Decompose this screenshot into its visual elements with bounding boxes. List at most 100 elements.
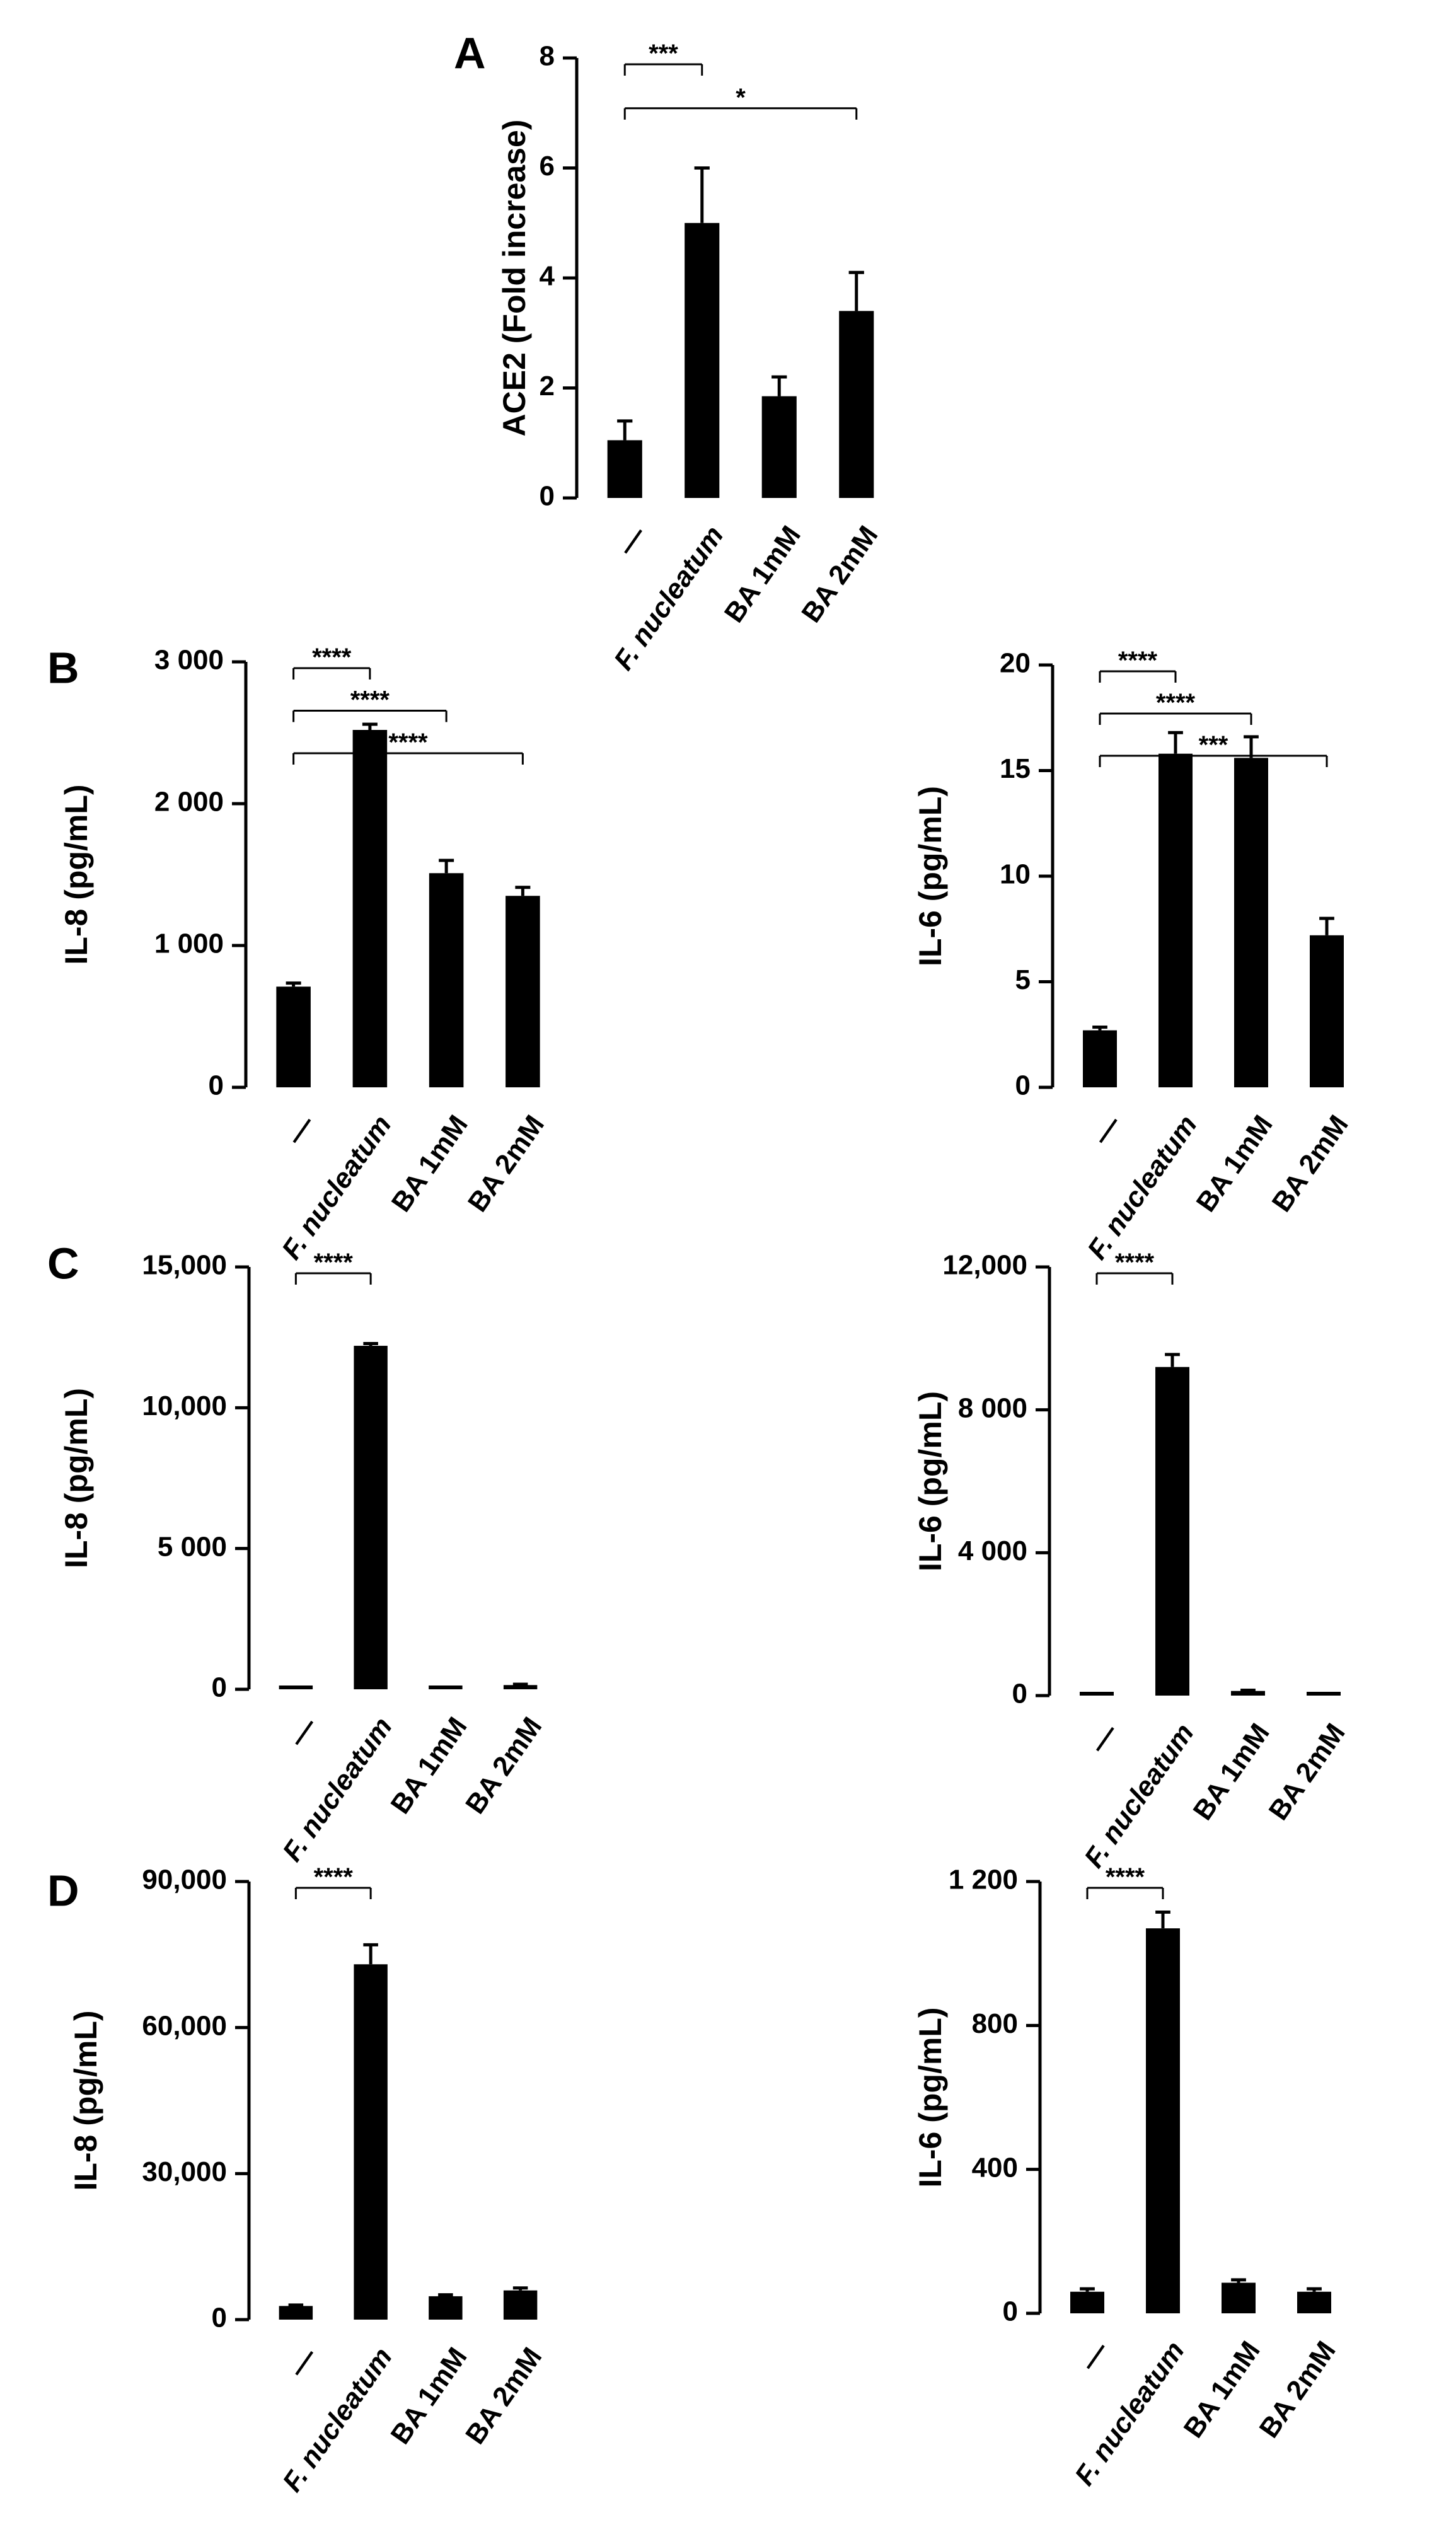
significance-label: **** [388,729,428,756]
y-tick-label: 8 000 [958,1392,1027,1423]
bar [279,2306,313,2320]
bar [1158,753,1193,1087]
x-category-label: BA 2mM [1266,1110,1355,1218]
bar [506,896,540,1087]
panel-letter: B [47,643,79,692]
bar [1310,935,1344,1087]
bar [1307,1692,1341,1696]
y-tick-label: 3 000 [154,645,224,676]
significance-label: *** [1199,731,1228,759]
y-tick-label: 0 [209,1070,224,1101]
y-tick-label: 4 [540,261,555,292]
significance-label: **** [312,644,352,671]
bar [429,873,464,1087]
significance-bracket: **** [1095,1249,1174,1285]
x-category-label: BA 1mM [384,1712,473,1820]
y-axis-label: IL-8 (pg/mL) [59,1388,94,1568]
x-category-label: BA 1mM [1191,1110,1279,1218]
bar [279,1686,313,1689]
significance-bracket: * [623,84,858,120]
y-axis-label: IL-6 (pg/mL) [913,786,948,966]
bar [685,223,720,498]
y-tick-label: 400 [972,2152,1018,2183]
significance-bracket: *** [623,40,703,76]
bar [839,311,874,498]
bar [503,2290,538,2320]
x-category-label: BA 1mM [1187,1718,1276,1826]
y-tick-label: 0 [212,1672,227,1703]
x-category-label: — [611,521,652,561]
significance-label: *** [649,40,678,67]
significance-bracket: **** [1099,689,1252,725]
bar [276,986,311,1087]
y-tick-label: 10,000 [142,1391,227,1421]
x-category-label: BA 1mM [719,521,807,628]
y-tick-label: 2 [540,371,555,402]
y-axis-label: IL-8 (pg/mL) [59,784,94,964]
y-tick-label: 0 [212,2303,227,2333]
y-axis-label: IL-8 (pg/mL) [68,2010,103,2190]
bar [503,1685,538,1689]
y-tick-label: 0 [540,481,555,512]
y-tick-label: 2 000 [154,787,224,818]
x-category-label: — [1073,2336,1114,2376]
y-tick-label: 0 [1015,1070,1031,1101]
y-tick-label: 0 [1012,1679,1027,1709]
significance-bracket: **** [292,729,524,765]
panel-letter: D [47,1866,79,1915]
bar [1231,1691,1265,1696]
y-tick-label: 15,000 [142,1250,227,1281]
significance-bracket: **** [292,686,448,722]
x-category-label: BA 1mM [1178,2336,1266,2444]
x-category-label: — [280,1110,321,1150]
x-category-label: — [282,1712,323,1752]
x-category-label: — [1083,1718,1124,1759]
significance-label: **** [1118,647,1158,674]
x-category-label: BA 2mM [462,1110,550,1218]
y-tick-label: 12,000 [942,1250,1027,1281]
bar [1083,1030,1117,1087]
significance-bracket: **** [1086,1863,1164,1899]
significance-label: **** [1156,689,1196,717]
y-tick-label: 30,000 [142,2156,227,2187]
x-category-label: BA 2mM [795,521,884,628]
significance-label: **** [314,1249,354,1276]
significance-label: **** [314,1863,354,1891]
bar [1155,1367,1189,1696]
y-tick-label: 0 [1003,2296,1018,2327]
y-tick-label: 20 [1000,648,1031,679]
bar [1222,2282,1256,2313]
y-tick-label: 1 200 [949,1865,1018,1895]
y-tick-label: 1 000 [154,928,224,959]
bar [429,2296,463,2320]
bar [607,440,642,498]
y-tick-label: 90,000 [142,1865,227,1895]
bar [1146,1928,1180,2313]
significance-bracket: *** [1099,731,1328,767]
x-category-label: BA 2mM [1263,1718,1351,1826]
bar [1080,1692,1114,1696]
significance-label: **** [1106,1863,1145,1891]
y-tick-label: 8 [540,41,555,72]
x-category-label: — [282,2342,323,2383]
bar [1234,758,1268,1087]
y-tick-label: 5 [1015,964,1031,995]
bar [429,1686,463,1689]
y-tick-label: 5 000 [158,1531,227,1562]
y-tick-label: 15 [1000,753,1031,784]
significance-label: **** [350,686,390,714]
bar [761,396,797,498]
significance-bracket: **** [292,644,371,679]
y-axis-label: IL-6 (pg/mL) [913,1391,948,1571]
significance-label: **** [1115,1249,1155,1276]
x-category-label: BA 2mM [459,2342,548,2450]
x-category-label: — [1086,1110,1127,1150]
y-tick-label: 4 000 [958,1535,1027,1566]
bar [354,1346,388,1689]
panel-letter: A [454,28,486,78]
